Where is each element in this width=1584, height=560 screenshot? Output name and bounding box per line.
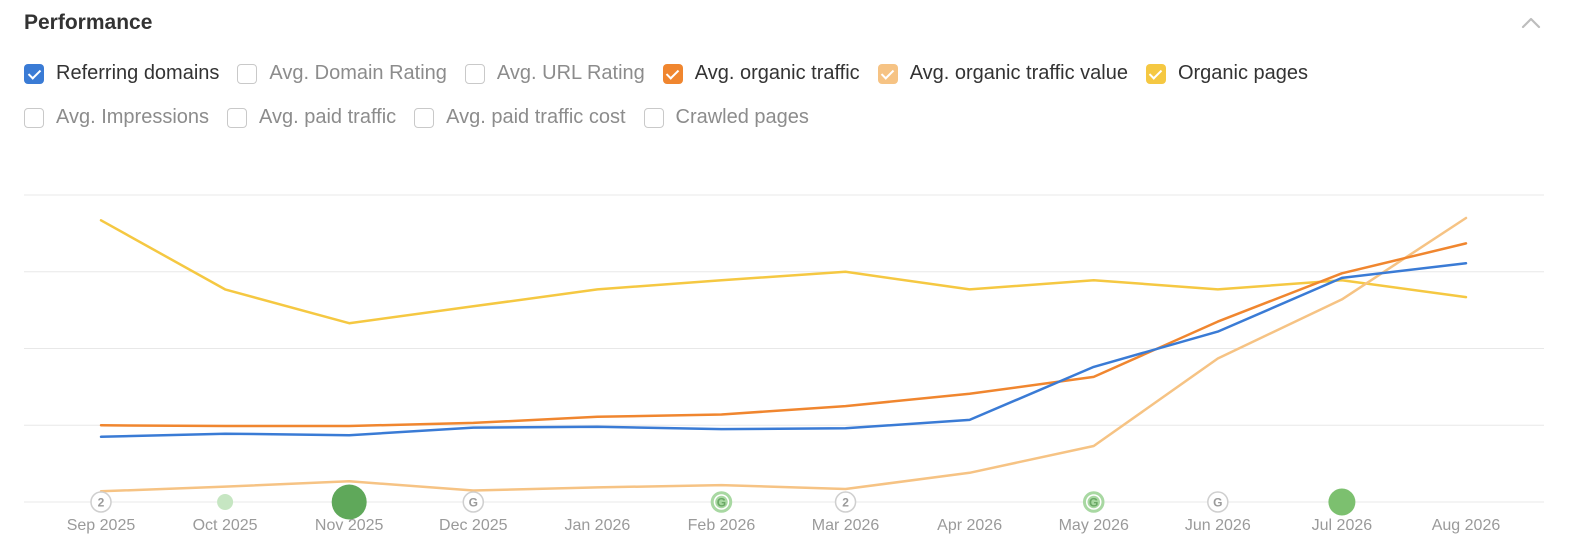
google-update-icon: G — [710, 491, 733, 513]
x-tick-label: Aug 2026 — [1432, 517, 1501, 534]
checkbox-icon — [877, 63, 898, 84]
metric-label: Avg. paid traffic cost — [446, 106, 626, 128]
x-tick-label: Feb 2026 — [688, 517, 756, 534]
page-title: Performance — [24, 11, 153, 34]
x-tick-label: Mar 2026 — [812, 517, 880, 534]
google-update-icon: G — [462, 491, 485, 513]
chevron-up-icon[interactable] — [1518, 10, 1544, 36]
marker-label: 2 — [842, 496, 849, 510]
metric-label: Organic pages — [1177, 62, 1309, 84]
checkbox-avg-domain-rating[interactable]: Avg. Domain Rating — [237, 62, 447, 85]
metric-toggles-row-2: Avg. Impressions Avg. paid traffic Avg. … — [24, 106, 827, 129]
metric-label: Referring domains — [56, 62, 220, 84]
checkbox-avg-paid-traffic[interactable]: Avg. paid traffic — [227, 106, 396, 129]
metric-toggles-row-1: Referring domains Avg. Domain Rating Avg… — [24, 62, 1326, 85]
checkbox-avg-organic-traffic-value[interactable]: Avg. organic traffic value — [877, 62, 1128, 85]
marker-label: G — [717, 496, 726, 510]
checkbox-avg-paid-traffic-cost[interactable]: Avg. paid traffic cost — [414, 106, 626, 129]
series-line-avg-organic-traffic-value — [99, 216, 1468, 493]
checkbox-avg-url-rating[interactable]: Avg. URL Rating — [464, 62, 645, 85]
checkbox-referring-domains[interactable]: Referring domains — [24, 62, 219, 85]
x-tick-label: Jul 2026 — [1312, 517, 1373, 534]
performance-chart[interactable]: Sep 2025 Oct 2025 Nov 2025 Dec 2025 Jan 2026… — [0, 140, 1584, 560]
metric-label: Crawled pages — [675, 106, 809, 128]
checkbox-avg-impressions[interactable]: Avg. Impressions — [24, 106, 209, 129]
checkbox-icon — [24, 107, 44, 128]
metric-label: Avg. Impressions — [56, 106, 210, 128]
google-update-icon: G — [1207, 491, 1229, 513]
metric-label: Avg. Domain Rating — [269, 62, 447, 84]
event-dot-marker — [217, 494, 234, 510]
marker-label: 2 — [98, 496, 105, 510]
event-count-marker: 2 — [90, 491, 112, 513]
checkbox-crawled-pages[interactable]: Crawled pages — [643, 106, 809, 129]
metric-label: Avg. URL Rating — [496, 62, 645, 84]
checkbox-icon — [643, 107, 664, 128]
x-tick-label: Nov 2025 — [315, 517, 384, 534]
series-line-avg-organic-traffic — [99, 242, 1468, 428]
checkbox-avg-organic-traffic[interactable]: Avg. organic traffic — [662, 62, 860, 85]
event-dot-marker — [1328, 488, 1356, 516]
x-tick-label: Jun 2026 — [1185, 517, 1251, 534]
x-tick-label: Dec 2025 — [439, 517, 508, 534]
x-tick-label: May 2026 — [1059, 517, 1129, 534]
marker-label: G — [1213, 496, 1222, 510]
x-tick-label: Oct 2025 — [193, 517, 258, 534]
checkbox-icon — [414, 107, 435, 128]
checkbox-icon — [662, 63, 683, 84]
google-update-icon: G — [1082, 491, 1105, 513]
metric-label: Avg. paid traffic — [259, 106, 397, 128]
marker-label: G — [469, 496, 478, 510]
metric-label: Avg. organic traffic — [694, 62, 860, 84]
marker-label: G — [1089, 496, 1098, 510]
series-line-referring-domains — [99, 262, 1468, 439]
event-dot-marker — [331, 484, 367, 520]
checkbox-icon — [237, 63, 258, 84]
checkbox-icon — [464, 63, 485, 84]
metric-label: Avg. organic traffic value — [909, 62, 1128, 84]
checkbox-organic-pages[interactable]: Organic pages — [1145, 62, 1309, 85]
x-tick-label: Sep 2025 — [67, 517, 136, 534]
event-count-marker: 2 — [834, 491, 857, 513]
x-tick-label: Jan 2026 — [564, 517, 630, 534]
series-line-organic-pages — [99, 219, 1468, 325]
checkbox-icon — [227, 107, 248, 128]
checkbox-icon — [1145, 63, 1166, 84]
checkbox-icon — [24, 63, 44, 84]
x-tick-label: Apr 2026 — [937, 517, 1002, 534]
